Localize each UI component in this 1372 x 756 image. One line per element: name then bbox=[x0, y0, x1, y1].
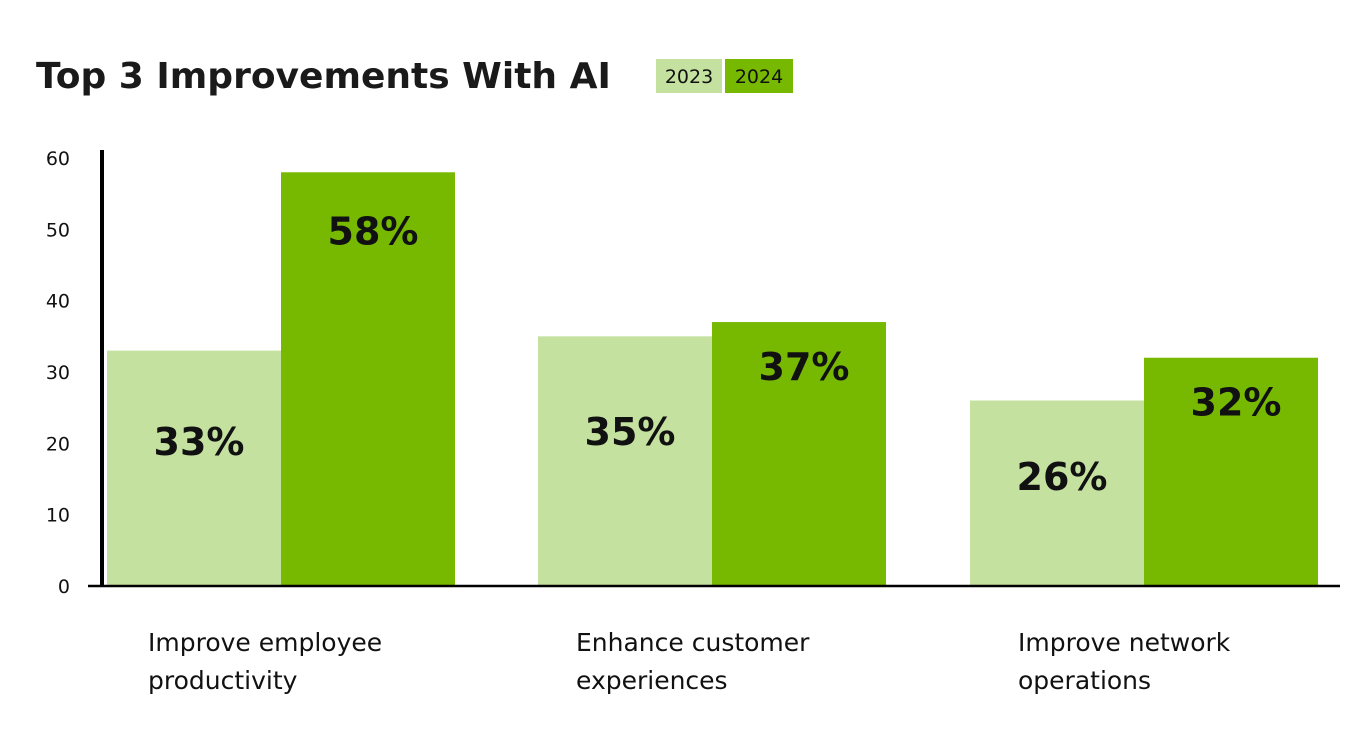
bar-2024-0 bbox=[281, 172, 455, 586]
legend-label-2023: 2023 bbox=[665, 66, 713, 88]
y-tick-30: 30 bbox=[46, 362, 70, 384]
category-label-0-line-0: Improve employee bbox=[148, 628, 382, 657]
legend-swatch-2024 bbox=[725, 59, 793, 93]
bar-2023-0 bbox=[107, 350, 281, 586]
x-axis-categories: Improve employee productivity Enhance cust… bbox=[148, 628, 1231, 695]
y-axis-ticks: 0 10 20 30 40 50 60 bbox=[46, 148, 70, 598]
y-tick-20: 20 bbox=[46, 433, 70, 455]
category-label-1-line-1: experiences bbox=[576, 666, 728, 695]
category-label-2-line-0: Improve network bbox=[1018, 628, 1231, 657]
bar-2024-1 bbox=[712, 322, 886, 586]
bar-label-2023-2: 26% bbox=[1017, 455, 1108, 499]
legend: 2023 2024 bbox=[656, 59, 793, 93]
category-label-0-line-1: productivity bbox=[148, 666, 298, 695]
bar-2024-2 bbox=[1144, 357, 1318, 586]
legend-swatch-2023 bbox=[656, 59, 722, 93]
y-tick-40: 40 bbox=[46, 291, 70, 313]
bar-label-2023-1: 35% bbox=[585, 410, 676, 454]
category-label-2-line-1: operations bbox=[1018, 666, 1151, 695]
bar-label-2023-0: 33% bbox=[154, 420, 245, 464]
bar-label-2024-1: 37% bbox=[759, 345, 850, 389]
bars bbox=[107, 172, 1318, 586]
bar-2023-1 bbox=[538, 336, 712, 586]
legend-label-2024: 2024 bbox=[735, 66, 783, 88]
bar-label-2024-2: 32% bbox=[1191, 381, 1282, 425]
bar-label-2024-0: 58% bbox=[328, 209, 419, 253]
y-tick-60: 60 bbox=[46, 148, 70, 170]
y-tick-0: 0 bbox=[58, 576, 70, 598]
y-tick-10: 10 bbox=[46, 505, 70, 527]
bar-2023-2 bbox=[970, 400, 1144, 586]
y-tick-50: 50 bbox=[46, 219, 70, 241]
bar-labels: 33% 35% 26% 58% 37% 32% bbox=[154, 209, 1282, 499]
chart-title: Top 3 Improvements With AI bbox=[36, 56, 611, 97]
category-label-1-line-0: Enhance customer bbox=[576, 628, 810, 657]
